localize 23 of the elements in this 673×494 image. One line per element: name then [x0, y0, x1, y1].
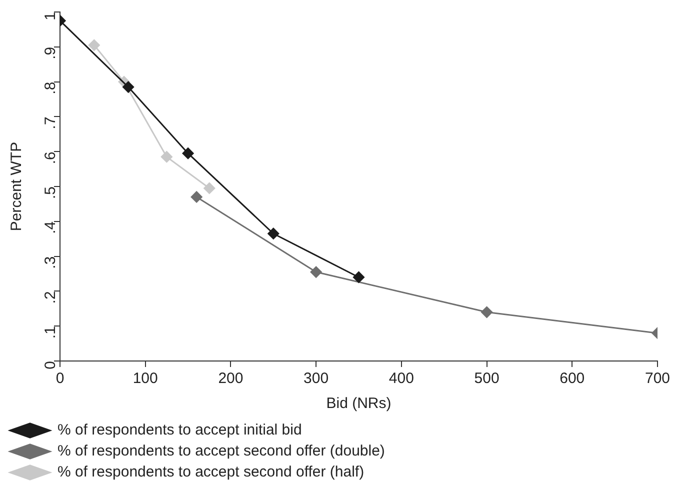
y-tick-label: 1: [42, 12, 60, 20]
x-tick-label: 700: [644, 370, 670, 388]
x-axis-title: Bid (NRs): [326, 395, 392, 412]
y-tick-label: .2: [42, 291, 60, 304]
x-tick-label: 600: [560, 370, 585, 388]
y-tick-label: .3: [42, 256, 60, 269]
y-tick-label: .8: [42, 82, 60, 94]
x-tick-label: 400: [388, 370, 414, 388]
legend-label: % of respondents to accept second offer (half): [58, 464, 364, 481]
y-tick-label: .1: [42, 326, 60, 339]
x-tick-label: 500: [474, 370, 500, 388]
y-axis-title: Percent WTP: [8, 142, 26, 232]
y-tick-label: .9: [42, 46, 60, 60]
x-tick-label: 300: [304, 370, 329, 388]
y-tick-label: .6: [42, 152, 60, 164]
y-tick-label: 0: [42, 361, 60, 370]
y-tick-label: .7: [42, 116, 60, 130]
x-tick-label: 200: [218, 370, 244, 388]
legend-label: % of respondents to accept second offer (double): [58, 442, 385, 460]
y-tick-label: .5: [42, 186, 60, 200]
x-tick-label: 100: [132, 370, 158, 388]
legend-label: % of respondents to accept initial bid: [58, 422, 302, 439]
y-tick-label: .4: [42, 221, 60, 234]
